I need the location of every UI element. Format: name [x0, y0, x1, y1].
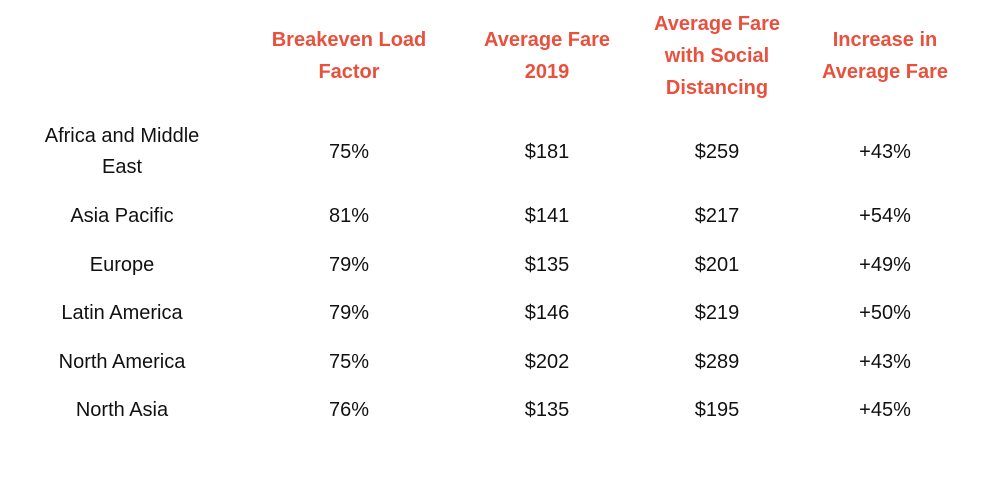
table-cell: +54% [859, 205, 911, 227]
column-header-average-fare-2019: Average Fare 2019 [484, 29, 610, 83]
table-cell: 81% [328, 205, 370, 227]
table-cell: $141 [524, 205, 570, 227]
table-cell: $217 [694, 205, 740, 227]
table-cell: 76% [328, 399, 370, 421]
table-cell: 75% [328, 351, 370, 373]
table-cell: +50% [859, 302, 911, 324]
table-cell: $219 [694, 302, 740, 324]
table-cell: 75% [328, 141, 370, 163]
row-label-north-asia: North Asia [75, 399, 169, 421]
row-label-north-america: North America [58, 351, 186, 373]
table-cell: 79% [328, 302, 370, 324]
table-cell: $181 [524, 141, 570, 163]
row-label-latin-america: Latin America [61, 302, 183, 324]
table-cell: $259 [694, 141, 740, 163]
table-cell: +49% [859, 254, 911, 276]
table-cell: $289 [694, 351, 740, 373]
column-header-average-fare-social-distancing: Average Fare with Social Distancing [654, 13, 780, 99]
table-cell: +43% [859, 351, 911, 373]
column-header-increase-in-average-fare: Increase in Average Fare [822, 29, 948, 83]
table-cell: $135 [524, 399, 570, 421]
column-header-breakeven-load-factor: Breakeven Load Factor [271, 29, 427, 83]
table-cell: +45% [859, 399, 911, 421]
table-cell: +43% [859, 141, 911, 163]
table-cell: $146 [524, 302, 570, 324]
row-label-europe: Europe [89, 254, 155, 276]
table-cell: $195 [694, 399, 740, 421]
table-cell: $201 [694, 254, 740, 276]
row-label-africa-middle-east: Africa and Middle East [44, 125, 200, 178]
row-label-asia-pacific: Asia Pacific [70, 205, 174, 227]
table-cell: $202 [524, 351, 570, 373]
table-cell: $135 [524, 254, 570, 276]
table-cell: 79% [328, 254, 370, 276]
